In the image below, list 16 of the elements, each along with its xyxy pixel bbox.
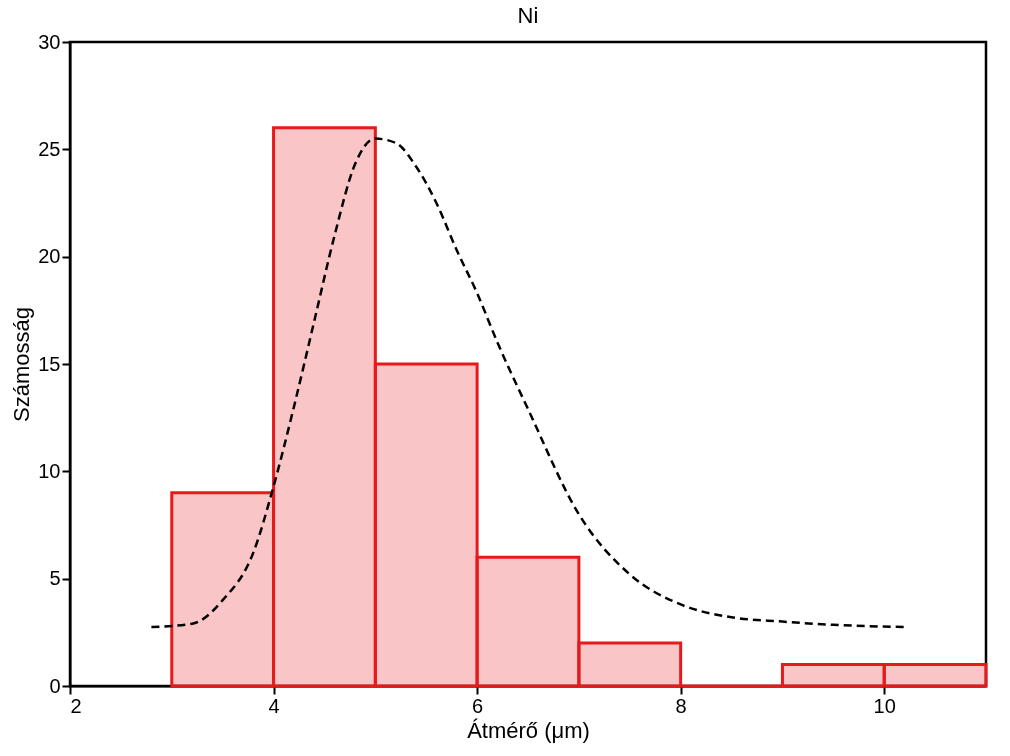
x-tick-label: 10 <box>873 694 896 717</box>
x-tick-label: 6 <box>472 694 484 717</box>
x-tick-label: 8 <box>675 694 687 717</box>
y-tick-label: 25 <box>38 137 61 160</box>
x-tick-label: 4 <box>268 694 280 717</box>
y-tick-label: 0 <box>49 674 61 697</box>
line-series <box>150 137 906 629</box>
y-tick-label: 20 <box>38 245 61 268</box>
y-tick-label: 5 <box>49 567 61 590</box>
x-tick-label: 2 <box>70 694 82 717</box>
chart-title: Ni <box>517 3 539 28</box>
y-tick-label: 15 <box>38 352 61 375</box>
y-axis-title: Számosság <box>9 307 35 422</box>
y-tick-label: 30 <box>38 30 61 53</box>
y-tick-label: 10 <box>38 459 61 482</box>
x-axis-title: Átmérő (μm) <box>467 717 590 743</box>
